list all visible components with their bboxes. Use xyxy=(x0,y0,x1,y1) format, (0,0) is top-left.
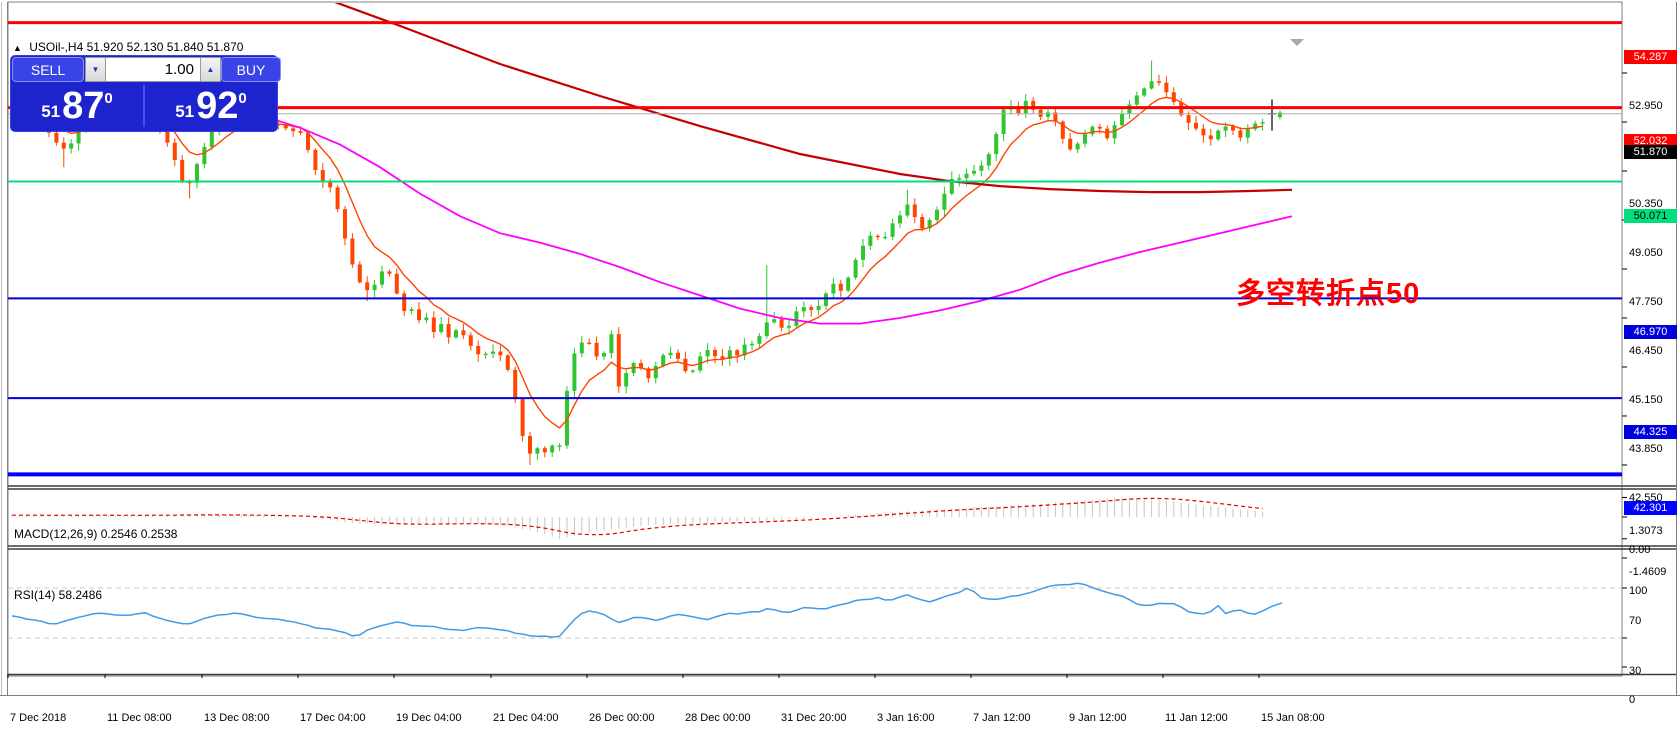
trade-price-row: 51 87 0 51 92 0 xyxy=(11,83,277,129)
time-tick-label: 9 Jan 12:00 xyxy=(1069,712,1127,724)
time-tick-label: 21 Dec 04:00 xyxy=(493,712,559,724)
price-badge-52.032: 52.032 xyxy=(1624,133,1677,148)
volume-spinner: ▼ ▲ xyxy=(85,57,221,82)
price-badge-42.301: 42.301 xyxy=(1624,501,1677,516)
price-badge-44.325: 44.325 xyxy=(1624,425,1677,440)
rsi-tick-label: 70 xyxy=(1629,615,1642,627)
collapse-arrow-icon[interactable]: ▲ xyxy=(13,43,22,53)
chart-annotation-text: 多空转折点50 xyxy=(1236,278,1421,310)
macd-tick-label: -1.4609 xyxy=(1629,565,1667,578)
price-badge-54.287: 54.287 xyxy=(1624,49,1677,64)
time-tick-label: 26 Dec 00:00 xyxy=(589,712,655,724)
rsi-label: RSI(14) 58.2486 xyxy=(14,588,103,602)
time-tick-label: 7 Jan 12:00 xyxy=(973,712,1031,724)
sell-button[interactable]: SELL xyxy=(12,57,84,82)
time-tick-label: 19 Dec 04:00 xyxy=(396,712,462,724)
price-badge-50.071: 50.071 xyxy=(1624,208,1677,223)
volume-decrease-button[interactable]: ▼ xyxy=(85,57,106,82)
trade-top-row: SELL ▼ ▲ BUY xyxy=(11,56,281,83)
price-tick-label: 42.550 xyxy=(1629,491,1663,504)
rsi-tick-label: 30 xyxy=(1629,665,1642,677)
sell-price[interactable]: 51 87 0 xyxy=(41,85,113,127)
time-tick-label: 3 Jan 16:00 xyxy=(877,712,935,724)
scroll-marker-icon[interactable] xyxy=(1290,39,1304,46)
price-tick-label: 45.150 xyxy=(1629,393,1663,406)
time-tick-label: 31 Dec 20:00 xyxy=(781,712,847,724)
time-tick-label: 28 Dec 00:00 xyxy=(685,712,751,724)
one-click-trade-panel: SELL ▼ ▲ BUY 51 87 0 51 92 0 xyxy=(10,55,281,132)
time-tick-label: 15 Jan 08:00 xyxy=(1261,712,1325,724)
price-tick-label: 47.750 xyxy=(1629,295,1663,308)
price-tick-label: 50.350 xyxy=(1629,197,1663,210)
macd-tick-label: 1.3073 xyxy=(1629,524,1663,537)
ohlc-values: 51.920 52.130 51.840 51.870 xyxy=(86,40,244,54)
time-tick-label: 13 Dec 08:00 xyxy=(204,712,270,724)
symbol-period: USOil-,H4 xyxy=(29,40,84,54)
buy-price[interactable]: 51 92 0 xyxy=(175,85,247,127)
time-tick-label: 17 Dec 04:00 xyxy=(300,712,366,724)
buy-button[interactable]: BUY xyxy=(221,57,281,82)
price-badge-51.870: 51.870 xyxy=(1624,144,1677,159)
time-tick-label: 7 Dec 2018 xyxy=(10,712,67,724)
price-tick-label: 43.850 xyxy=(1629,442,1663,455)
macd-tick-label: 0.00 xyxy=(1629,544,1651,556)
time-tick-label: 11 Jan 12:00 xyxy=(1165,712,1228,724)
volume-increase-button[interactable]: ▲ xyxy=(200,57,221,82)
chart-title: ▲ USOil-,H4 51.920 52.130 51.840 51.870 xyxy=(13,40,243,54)
price-tick-label: 49.050 xyxy=(1629,246,1663,259)
time-tick-label: 11 Dec 08:00 xyxy=(107,712,172,724)
macd-label: MACD(12,26,9) 0.2546 0.2538 xyxy=(14,527,178,541)
price-tick-label: 52.950 xyxy=(1629,100,1663,112)
price-tick-label: 46.450 xyxy=(1629,344,1663,357)
price-badge-46.970: 46.970 xyxy=(1624,325,1677,340)
volume-input[interactable] xyxy=(106,57,200,82)
rsi-tick-label: 100 xyxy=(1629,585,1648,597)
price-divider xyxy=(143,85,145,127)
rsi-tick-label: 0 xyxy=(1629,694,1636,706)
